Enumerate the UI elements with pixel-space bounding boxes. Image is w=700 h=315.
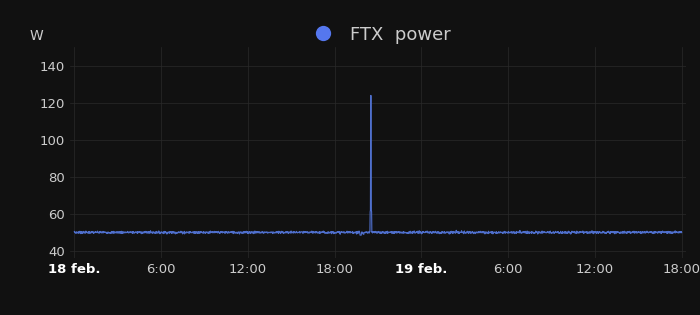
Text: W: W: [30, 29, 43, 43]
Legend: FTX  power: FTX power: [298, 18, 458, 51]
